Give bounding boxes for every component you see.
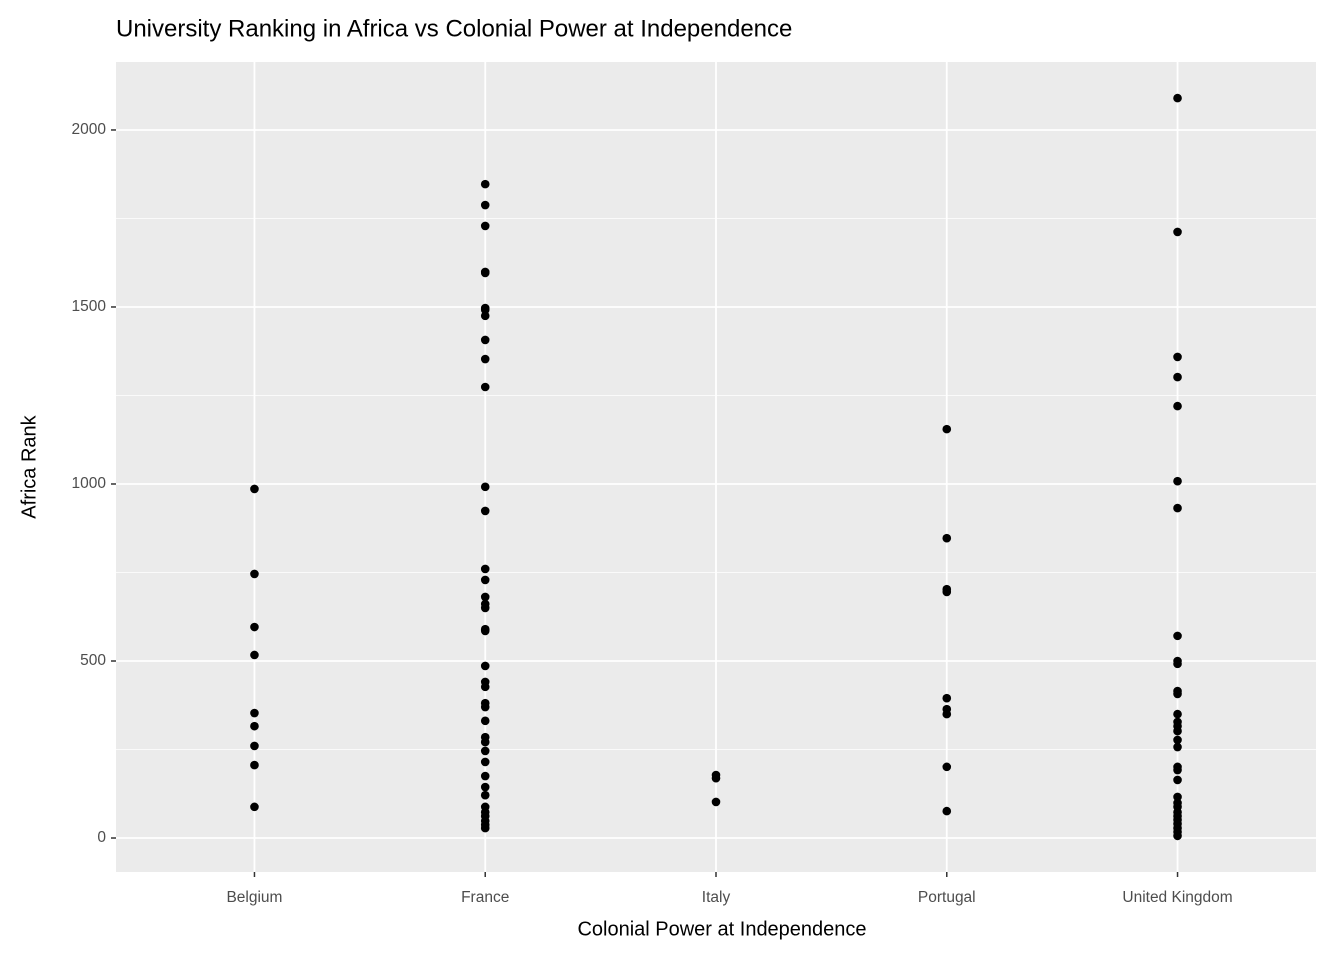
point xyxy=(480,737,490,747)
point xyxy=(1173,765,1182,775)
point xyxy=(480,305,490,315)
point xyxy=(1173,503,1182,513)
point xyxy=(480,382,490,392)
point xyxy=(480,575,490,585)
point xyxy=(480,354,490,364)
y-tick-label: 500 xyxy=(80,652,106,669)
point xyxy=(480,746,490,756)
point xyxy=(480,592,490,602)
point xyxy=(480,221,490,231)
point xyxy=(480,702,490,712)
point xyxy=(250,721,259,731)
point xyxy=(1173,476,1182,486)
y-tick-label: 0 xyxy=(97,829,106,846)
point xyxy=(942,709,952,719)
point xyxy=(480,790,490,800)
x-tick-label: France xyxy=(461,889,509,906)
point xyxy=(942,424,952,434)
point xyxy=(480,823,490,833)
point xyxy=(480,682,490,692)
y-tick-label: 1000 xyxy=(72,475,107,492)
point xyxy=(1173,401,1182,411)
point xyxy=(250,741,259,751)
point xyxy=(480,335,490,345)
point xyxy=(942,762,952,772)
chart-title: University Ranking in Africa vs Colonial… xyxy=(116,15,792,42)
point xyxy=(480,179,490,189)
point xyxy=(250,622,259,632)
point xyxy=(250,802,259,812)
point xyxy=(942,693,952,703)
y-axis-title: Africa Rank xyxy=(18,414,40,518)
point xyxy=(711,773,721,783)
point xyxy=(480,482,490,492)
point xyxy=(250,760,259,770)
x-tick-label: Belgium xyxy=(226,889,282,906)
point xyxy=(250,569,259,579)
point xyxy=(480,268,490,278)
point xyxy=(1173,792,1182,802)
point xyxy=(1173,689,1182,699)
point xyxy=(1173,372,1182,382)
point xyxy=(480,564,490,574)
y-tick-label: 2000 xyxy=(72,121,107,138)
point xyxy=(480,200,490,210)
point xyxy=(1173,227,1182,237)
point xyxy=(250,708,259,718)
x-axis-title: Colonial Power at Independence xyxy=(577,918,866,940)
point xyxy=(480,771,490,781)
point xyxy=(480,716,490,726)
point xyxy=(1173,735,1182,745)
point xyxy=(1173,709,1182,719)
point xyxy=(942,806,952,816)
point xyxy=(1173,352,1182,362)
point xyxy=(1173,775,1182,785)
y-tick-label: 1500 xyxy=(72,298,107,315)
point xyxy=(250,484,259,494)
point xyxy=(480,661,490,671)
point xyxy=(1173,742,1182,752)
x-tick-label: United Kingdom xyxy=(1122,889,1232,906)
point xyxy=(480,782,490,792)
marks xyxy=(250,93,1182,841)
point xyxy=(942,533,952,543)
point xyxy=(480,311,490,321)
point xyxy=(480,603,490,613)
point xyxy=(1173,93,1182,103)
point xyxy=(480,626,490,636)
point xyxy=(711,797,721,807)
point xyxy=(1173,831,1182,841)
point xyxy=(250,650,259,660)
point xyxy=(1173,659,1182,669)
point xyxy=(480,506,490,516)
point xyxy=(1173,631,1182,641)
x-tick-label: Portugal xyxy=(918,889,976,906)
point xyxy=(1173,726,1182,736)
point xyxy=(942,587,952,597)
x-tick-label: Italy xyxy=(702,889,731,906)
point xyxy=(480,757,490,767)
